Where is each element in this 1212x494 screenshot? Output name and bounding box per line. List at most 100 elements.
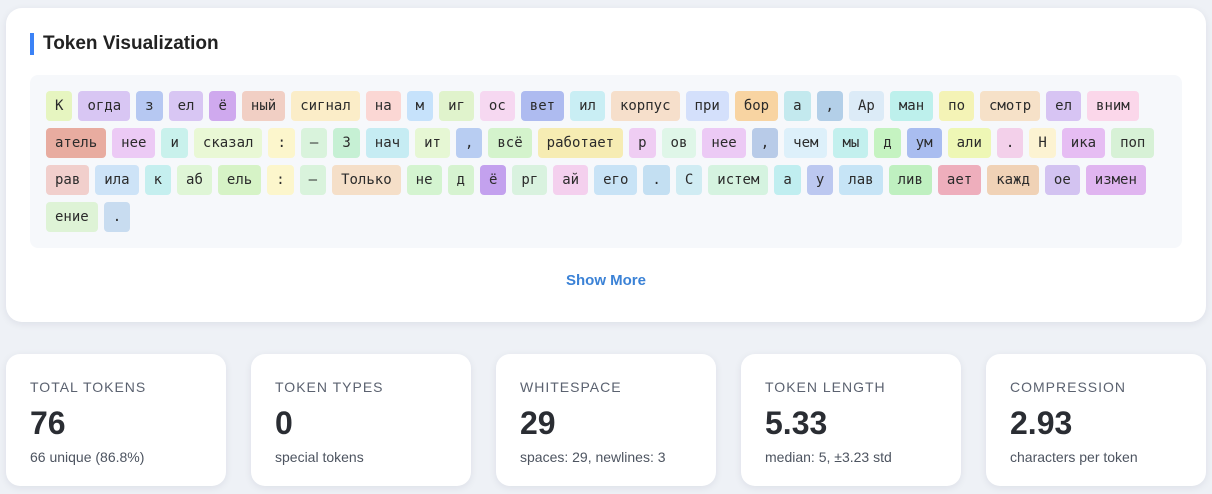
stat-value: 5.33 [765,405,828,441]
token-chip[interactable]: Только [332,165,401,195]
stat-label: WHITESPACE [520,379,622,395]
token-chip[interactable]: нее [702,128,746,158]
token-chip[interactable]: а [784,91,811,121]
stat-card-whitespace: WHITESPACE 29 spaces: 29, newlines: 3 [496,354,716,486]
token-chip[interactable]: – [299,165,327,195]
stat-value: 0 [275,405,293,441]
token-chip[interactable]: ое [1044,165,1080,195]
token-chip[interactable]: ё [209,91,236,121]
stat-label: COMPRESSION [1010,379,1127,395]
token-chip[interactable]: по [939,91,974,121]
token-chip[interactable]: ный [241,91,286,121]
token-chip[interactable]: С [675,165,703,195]
token-chip[interactable]: к [144,165,172,195]
section-title: Token Visualization [30,33,219,55]
token-chip[interactable]: рг [512,165,548,195]
token-chip[interactable]: ает [937,165,982,195]
token-chip[interactable]: али [947,128,991,158]
token-chip[interactable]: , [816,91,843,121]
token-chip[interactable]: ман [889,91,934,121]
stat-subtext: special tokens [275,449,364,465]
token-chip[interactable]: . [996,128,1024,158]
stat-card-total-tokens: TOTAL TOKENS 76 66 unique (86.8%) [6,354,226,486]
token-chip[interactable]: . [643,165,670,195]
token-chip[interactable]: нач [365,128,410,158]
token-chip[interactable]: вет [520,91,565,121]
token-chip[interactable]: сигнал [291,91,360,121]
token-chip[interactable]: д [874,128,901,158]
token-chip[interactable]: а [774,165,801,195]
token-chip[interactable]: лав [839,165,883,195]
token-chip[interactable]: – [300,128,328,158]
token-chip[interactable]: ила [95,165,139,195]
show-more-button[interactable]: Show More [565,272,646,289]
token-chip[interactable]: кажд [987,165,1039,195]
token-chip[interactable]: чем [784,128,828,158]
stat-label: TOKEN LENGTH [765,379,886,395]
token-chip[interactable]: на [365,91,401,121]
token-chip[interactable]: ель [217,165,262,195]
token-chip[interactable]: : [267,165,294,195]
token-chip[interactable]: нее [112,128,156,158]
token-chip[interactable]: у [806,165,834,195]
stat-subtext: 66 unique (86.8%) [30,449,145,465]
token-chip[interactable]: и [161,128,188,158]
token-chip[interactable]: его [594,165,638,195]
token-chip[interactable]: ика [1061,128,1106,158]
token-chip[interactable]: иг [439,91,474,121]
token-chip[interactable]: р [629,128,656,158]
token-chip[interactable]: корпус [610,91,680,121]
token-chip[interactable]: смотр [980,91,1041,121]
token-chip[interactable]: рав [46,165,90,195]
token-chip[interactable]: мы [833,128,869,158]
token-chip[interactable]: измен [1085,165,1146,195]
token-chip[interactable]: огда [78,91,131,121]
token-chip[interactable]: сказал [193,128,263,158]
stat-card-token-types: TOKEN TYPES 0 special tokens [251,354,471,486]
token-chip[interactable]: , [751,128,779,158]
token-chip[interactable]: всё [488,128,532,158]
stat-label: TOKEN TYPES [275,379,384,395]
stat-card-token-length: TOKEN LENGTH 5.33 median: 5, ±3.23 std [741,354,961,486]
token-chip[interactable]: : [268,128,295,158]
stat-subtext: spaces: 29, newlines: 3 [520,449,666,465]
token-chip[interactable]: истем [708,165,769,195]
token-chip[interactable]: м [406,91,434,121]
token-chip[interactable]: вним [1087,91,1139,121]
token-chip[interactable]: Н [1029,128,1056,158]
token-chip[interactable]: ё [479,165,507,195]
token-chip[interactable]: ел [168,91,204,121]
stat-value: 2.93 [1010,405,1073,441]
token-chip[interactable]: ос [479,91,515,121]
token-chip[interactable]: ение [46,202,98,232]
token-chip[interactable]: ай [553,165,589,195]
token-chip[interactable]: ов [661,128,697,158]
stat-value: 76 [30,405,66,441]
token-chip[interactable]: ум [906,128,942,158]
token-chip[interactable]: ил [570,91,605,121]
token-chip[interactable]: аб [177,165,212,195]
token-chip[interactable]: атель [46,128,107,158]
stat-subtext: median: 5, ±3.23 std [765,449,892,465]
token-chip[interactable]: , [455,128,483,158]
token-chip[interactable]: д [447,165,474,195]
token-chip[interactable]: ит [415,128,450,158]
token-chip[interactable]: лив [888,165,932,195]
token-chip[interactable]: не [406,165,442,195]
token-chip[interactable]: поп [1111,128,1155,158]
token-chip[interactable]: Ар [848,91,884,121]
token-chip[interactable]: К [46,91,73,121]
token-chip[interactable]: ел [1046,91,1082,121]
token-chip[interactable]: работает [537,128,624,158]
stat-value: 29 [520,405,556,441]
token-chip[interactable]: з [136,91,163,121]
token-chip[interactable]: . [103,202,131,232]
stat-subtext: characters per token [1010,449,1138,465]
token-chip[interactable]: бор [734,91,779,121]
token-chip[interactable]: при [685,91,729,121]
stat-label: TOTAL TOKENS [30,379,147,395]
token-chip[interactable]: З [333,128,360,158]
